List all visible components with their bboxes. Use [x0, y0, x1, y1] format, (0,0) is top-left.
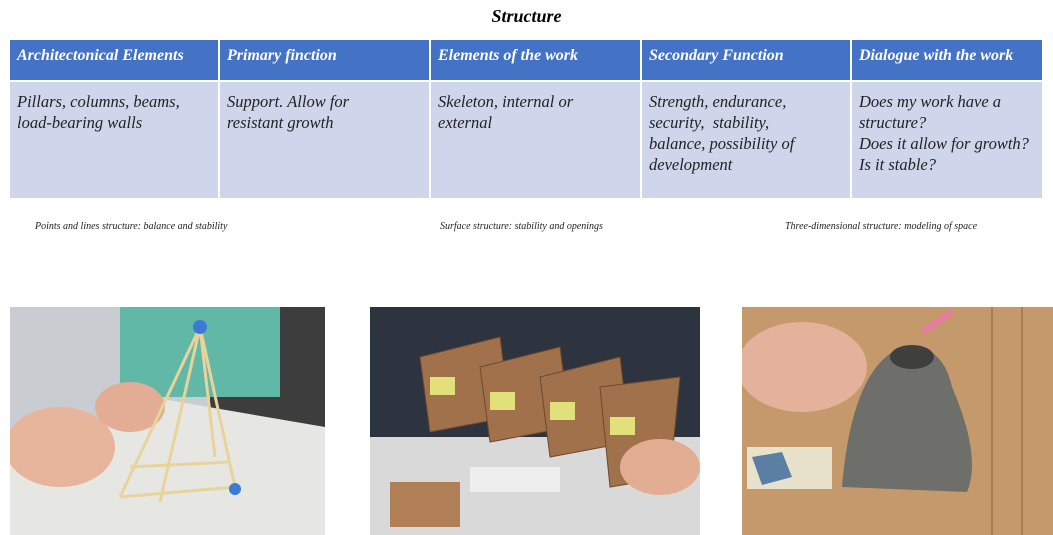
cell-line: Is it stable?	[859, 155, 936, 174]
cell-line: Support. Allow for	[227, 92, 350, 111]
cell-line: balance, possibility of	[649, 134, 795, 153]
photo-points-lines	[10, 307, 325, 535]
header-cell: Dialogue with the work	[852, 40, 1042, 80]
cell-line: external	[438, 113, 493, 132]
photo-three-dimensional	[742, 307, 1053, 535]
cell-line: Skeleton, internal or	[438, 92, 574, 111]
title: Structure	[491, 6, 562, 26]
body-cell: Support. Allow for resistant growth	[220, 82, 429, 198]
cell-line: resistant growth	[227, 113, 334, 132]
header-cell: Architectonical Elements	[10, 40, 218, 80]
cell-line: Does my work have a	[859, 92, 1002, 111]
body-cell: Skeleton, internal or external	[431, 82, 640, 198]
cell-line: development	[649, 155, 733, 174]
cell-line: security, stability,	[649, 113, 770, 132]
header-cell: Elements of the work	[431, 40, 640, 80]
header-cell: Primary finction	[220, 40, 429, 80]
body-cell: Strength, endurance, security, stability,…	[642, 82, 850, 198]
cell-line: Pillars, columns, beams,	[17, 92, 180, 111]
body-cell: Pillars, columns, beams, load-bearing wal…	[10, 82, 218, 198]
cell-line: load-bearing walls	[17, 113, 143, 132]
header-cell: Secondary Function	[642, 40, 850, 80]
caption: Surface structure: stability and opening…	[440, 221, 603, 232]
photo-surface	[370, 307, 700, 535]
caption: Points and lines structure: balance and …	[35, 221, 228, 232]
cell-line: Does it allow for growth?	[859, 134, 1029, 153]
body-cell: Does my work have a structure? Does it all…	[852, 82, 1042, 198]
cell-line: Strength, endurance,	[649, 92, 787, 111]
caption: Three-dimensional structure: modeling of…	[785, 221, 978, 232]
cell-line: structure?	[859, 113, 927, 132]
